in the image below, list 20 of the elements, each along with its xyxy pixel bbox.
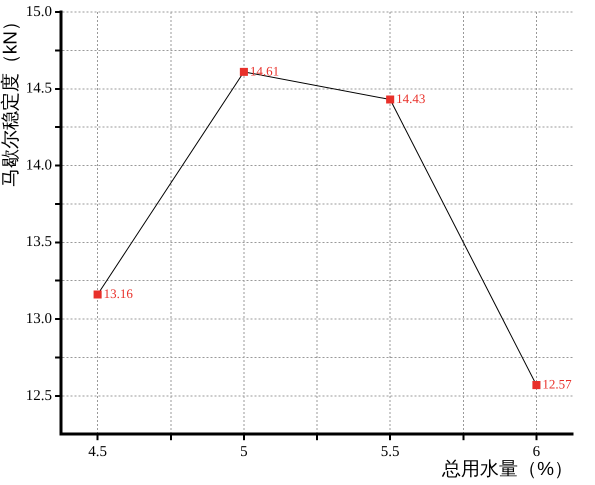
data-label: 14.43 xyxy=(396,90,426,106)
y-tick-label: 12.5 xyxy=(26,388,52,404)
x-tick-label: 6 xyxy=(532,444,541,460)
x-tick-label: 4.5 xyxy=(88,444,107,460)
y-axis-title: 马歇尔稳定度（kN） xyxy=(0,12,22,188)
y-tick-label: 15.0 xyxy=(26,4,52,20)
x-tick-label: 5.5 xyxy=(380,444,400,460)
x-axis-title: 总用水量（%） xyxy=(441,458,573,480)
point xyxy=(240,68,248,76)
x-tick-label: 5 xyxy=(240,444,248,460)
point xyxy=(532,381,540,390)
data-label: 13.16 xyxy=(104,286,134,301)
data-label: 12.57 xyxy=(542,376,572,392)
point xyxy=(94,290,102,299)
data-label: 14.61 xyxy=(250,63,280,78)
point xyxy=(386,95,394,104)
y-tick-label: 14.0 xyxy=(26,157,52,174)
y-tick-label: 13.0 xyxy=(26,310,52,327)
y-tick-label: 14.5 xyxy=(26,80,52,97)
y-tick-label: 13.5 xyxy=(26,234,52,250)
